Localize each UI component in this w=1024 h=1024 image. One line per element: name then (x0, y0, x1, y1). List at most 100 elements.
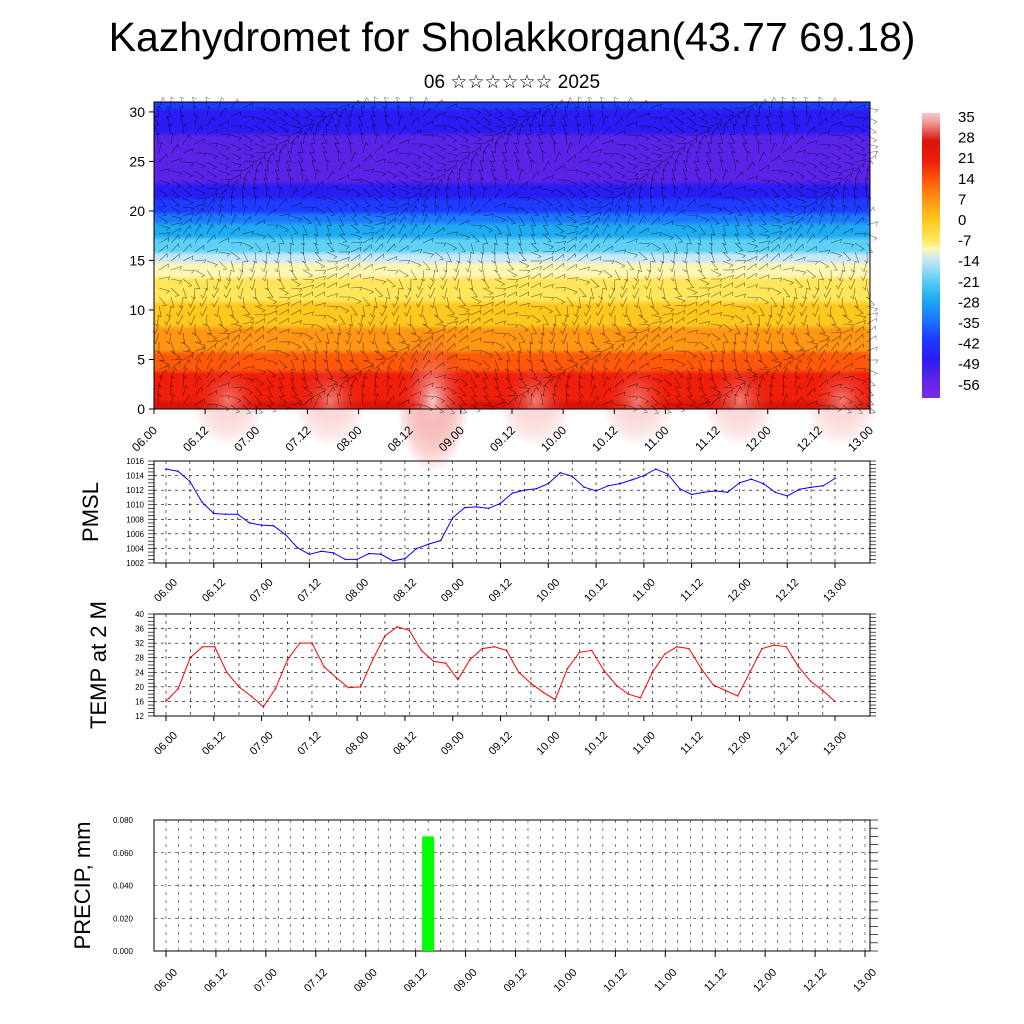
data-point (451, 517, 454, 519)
wind-barb (626, 341, 636, 352)
wind-barb (301, 368, 306, 381)
wind-barb (638, 404, 648, 414)
wind-barb (754, 341, 760, 354)
wind-barb (446, 160, 459, 165)
data-point (511, 492, 514, 494)
wind-barb (662, 220, 674, 226)
wind-barb (590, 353, 601, 361)
wind-barb (266, 404, 277, 413)
wind-barb (806, 223, 814, 235)
wind-barb (374, 360, 384, 370)
wind-barb (794, 350, 807, 355)
x-tick-label: 11.12 (678, 577, 705, 604)
wind-barb (302, 191, 313, 199)
y-tick-label: 36 (135, 625, 144, 634)
wind-barb (338, 215, 345, 227)
wind-barb (418, 305, 424, 318)
wind-barb (266, 310, 278, 316)
wind-barb (770, 253, 780, 262)
wind-barb (770, 215, 782, 224)
wind-barb (254, 233, 267, 240)
wind-barb (386, 375, 392, 388)
data-point (286, 658, 289, 661)
wind-barb (206, 198, 216, 208)
wind-barb (656, 269, 664, 281)
wind-barb (398, 223, 406, 235)
wind-barb (242, 160, 255, 165)
wind-barb (206, 332, 218, 341)
wind-barb (470, 134, 482, 142)
x-tick-label: 10.12 (582, 577, 610, 605)
wind-barb (493, 233, 498, 246)
wind-barb (614, 187, 627, 192)
wind-barb (326, 386, 335, 397)
wind-barb (644, 269, 652, 281)
x-tick-label: 06.00 (152, 730, 180, 758)
wind-barb (818, 186, 831, 191)
wind-barb (758, 287, 771, 292)
wind-barb (698, 107, 708, 117)
wind-barb (626, 383, 638, 388)
wind-barb (830, 341, 840, 352)
wind-barb (494, 130, 506, 136)
wind-barb (422, 152, 434, 161)
wind-barb (398, 351, 408, 361)
wind-barb (626, 161, 638, 169)
wind-barb (614, 332, 626, 340)
wind-barb (542, 174, 554, 181)
data-point (440, 539, 442, 542)
wind-barb (266, 134, 278, 142)
wind-barb (638, 195, 643, 208)
wind-barb (758, 305, 765, 316)
wind-barb (356, 323, 364, 335)
wind-barb (662, 160, 670, 172)
data-point (384, 635, 386, 637)
wind-barb (794, 269, 807, 276)
wind-barb (698, 125, 711, 131)
wind-barb (434, 173, 445, 181)
wind-barb (422, 323, 433, 332)
wind-barb (398, 341, 411, 348)
wind-barb (638, 168, 651, 173)
wind-barb (206, 343, 217, 352)
wind-barb (757, 141, 762, 154)
wind-barb (410, 234, 420, 244)
wind-barb (734, 109, 745, 118)
wind-barb (782, 267, 795, 272)
wind-barb (854, 169, 862, 181)
wind-barb (626, 134, 639, 139)
wind-barb (854, 386, 865, 395)
wind-barb (590, 216, 600, 226)
wind-barb (338, 256, 350, 262)
y-tick-label: 0.060 (113, 849, 134, 858)
wind-barb (842, 172, 852, 181)
wind-barb (614, 213, 621, 226)
wind-barb (434, 386, 447, 392)
wind-barb (662, 195, 668, 208)
x-tick-label: 07.00 (252, 967, 280, 995)
wind-barb (326, 273, 337, 280)
wind-barb (314, 314, 327, 319)
wind-barb (218, 196, 226, 208)
wind-barb (278, 233, 285, 245)
wind-barb (758, 215, 767, 225)
wind-barb (482, 317, 493, 325)
wind-barb (638, 351, 648, 361)
wind-barb (410, 197, 420, 208)
wind-barb (467, 177, 472, 190)
wind-barb (314, 323, 326, 332)
wind-barb (230, 134, 243, 141)
wind-barb (578, 278, 591, 285)
wind-barb (446, 169, 455, 181)
wind-barb (554, 164, 565, 172)
wind-barb (848, 278, 856, 290)
wind-barb (297, 160, 304, 172)
wind-barb (254, 386, 263, 396)
wind-barb (734, 382, 746, 388)
wind-barb (614, 116, 624, 127)
wind-barb (614, 391, 626, 397)
wind-barb (404, 305, 412, 317)
wind-barb (242, 321, 255, 326)
wind-barb (182, 188, 193, 198)
wind-barb (614, 349, 623, 361)
